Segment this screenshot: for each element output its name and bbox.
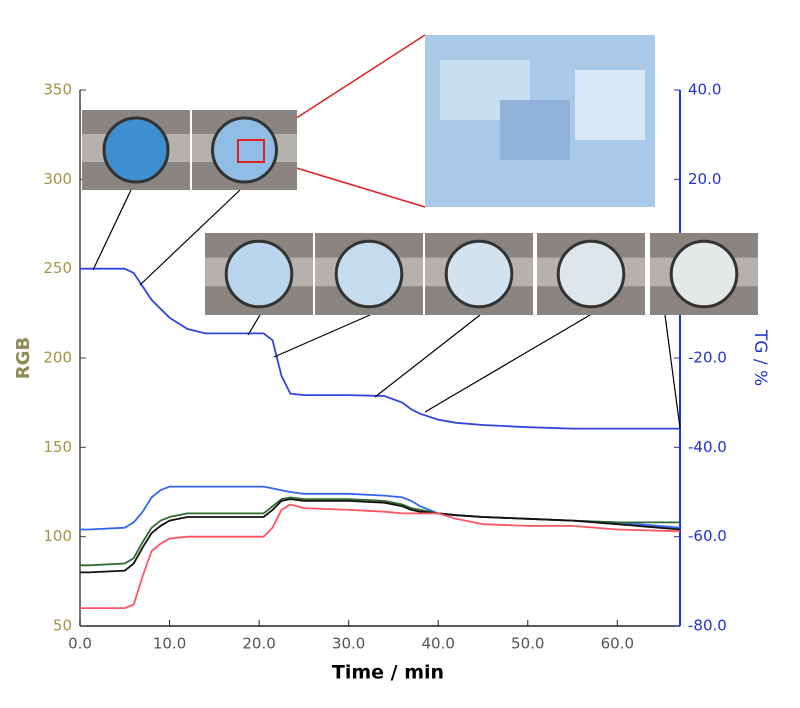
x-tick-label: 30.0 <box>332 635 365 653</box>
x-tick-label: 20.0 <box>242 635 275 653</box>
x-tick-label: 50.0 <box>511 635 544 653</box>
y-tick-label: 300 <box>43 170 72 188</box>
x-tick-label: 10.0 <box>153 635 186 653</box>
plot-area: 0.0 10.0 20.0 30.0 40.0 50.0 60.0 50 100 150 200 25… <box>43 81 726 653</box>
y2-tick-label: 40.0 <box>688 81 721 99</box>
y2-tick-label: -40.0 <box>688 438 727 456</box>
photo-dish <box>669 239 739 309</box>
y-axis-title: RGB <box>13 337 34 379</box>
y2-tick-label: -60.0 <box>688 527 727 545</box>
line-series <box>80 267 680 430</box>
x-axis-title: Time / min <box>332 662 444 684</box>
photos <box>82 34 758 429</box>
y2-tick-label: -20.0 <box>688 349 727 367</box>
photo-dish <box>102 116 170 184</box>
y-tick-label: 50 <box>53 617 72 635</box>
y-tick-label: 250 <box>43 259 72 277</box>
x-tick-label: 60.0 <box>601 635 634 653</box>
photo-dish <box>224 239 294 309</box>
y-tick-label: 350 <box>43 81 72 99</box>
x-tick-label: 40.0 <box>422 635 455 653</box>
y-tick-label: 100 <box>43 527 72 545</box>
line-series <box>80 485 681 531</box>
photo-dish <box>211 116 278 184</box>
photo-dish <box>334 239 404 309</box>
photo-dish <box>556 239 626 309</box>
y2-axis-title: TG / % <box>750 329 770 386</box>
y-tick-label: 150 <box>43 438 72 456</box>
line-series <box>80 503 681 609</box>
line-series <box>80 498 681 574</box>
y2-tick-label: -80.0 <box>688 617 727 635</box>
y2-tick-label: 20.0 <box>688 170 721 188</box>
photo-dish <box>444 239 514 309</box>
line-series <box>80 496 680 567</box>
y-tick-label: 200 <box>43 349 72 367</box>
x-tick-label: 0.0 <box>68 635 92 653</box>
